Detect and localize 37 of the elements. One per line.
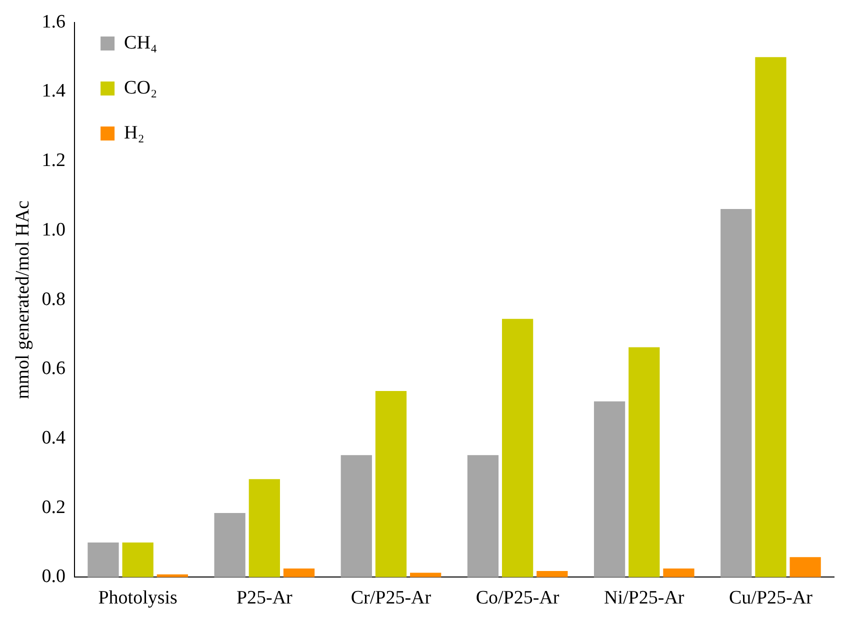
y-axis-title: mmol generated/mol HAc bbox=[12, 200, 34, 399]
x-tick-label: Photolysis bbox=[98, 588, 178, 609]
x-tick-label: Co/P25-Ar bbox=[476, 588, 560, 609]
bar bbox=[502, 318, 534, 578]
legend-label: CO₂ bbox=[124, 77, 158, 98]
y-tick-label: 1.2 bbox=[42, 150, 66, 172]
bar bbox=[755, 57, 786, 578]
bar bbox=[467, 455, 499, 578]
bar bbox=[594, 401, 626, 578]
bar bbox=[790, 557, 821, 578]
y-tick-label: 0.2 bbox=[42, 496, 66, 518]
bar bbox=[88, 542, 119, 578]
x-tick-label: Ni/P25-Ar bbox=[604, 588, 685, 609]
x-tick-label: P25-Ar bbox=[236, 588, 294, 609]
bar bbox=[536, 570, 568, 578]
y-tick-label: 1.6 bbox=[42, 11, 66, 32]
bar bbox=[122, 542, 154, 578]
y-tick-label: 1.0 bbox=[42, 219, 66, 240]
bar bbox=[283, 568, 315, 578]
y-tick-label: 1.4 bbox=[42, 80, 66, 102]
bar bbox=[375, 390, 407, 578]
y-tick-label: 0.8 bbox=[42, 288, 66, 310]
bar bbox=[410, 572, 442, 578]
x-tick-label: Cu/P25-Ar bbox=[729, 588, 814, 609]
legend-label: H₂ bbox=[124, 122, 144, 144]
y-tick-label: 0.0 bbox=[42, 566, 66, 588]
bar bbox=[340, 455, 372, 578]
bar bbox=[628, 347, 660, 578]
legend-label: CH₄ bbox=[124, 32, 158, 54]
y-tick-label: 0.6 bbox=[42, 358, 66, 380]
bar bbox=[248, 479, 280, 578]
y-tick-label: 0.4 bbox=[42, 427, 66, 448]
bar bbox=[156, 574, 188, 578]
bar bbox=[214, 513, 246, 578]
bar bbox=[663, 568, 694, 578]
x-tick-label: Cr/P25-Ar bbox=[350, 588, 432, 609]
bar bbox=[720, 208, 752, 578]
